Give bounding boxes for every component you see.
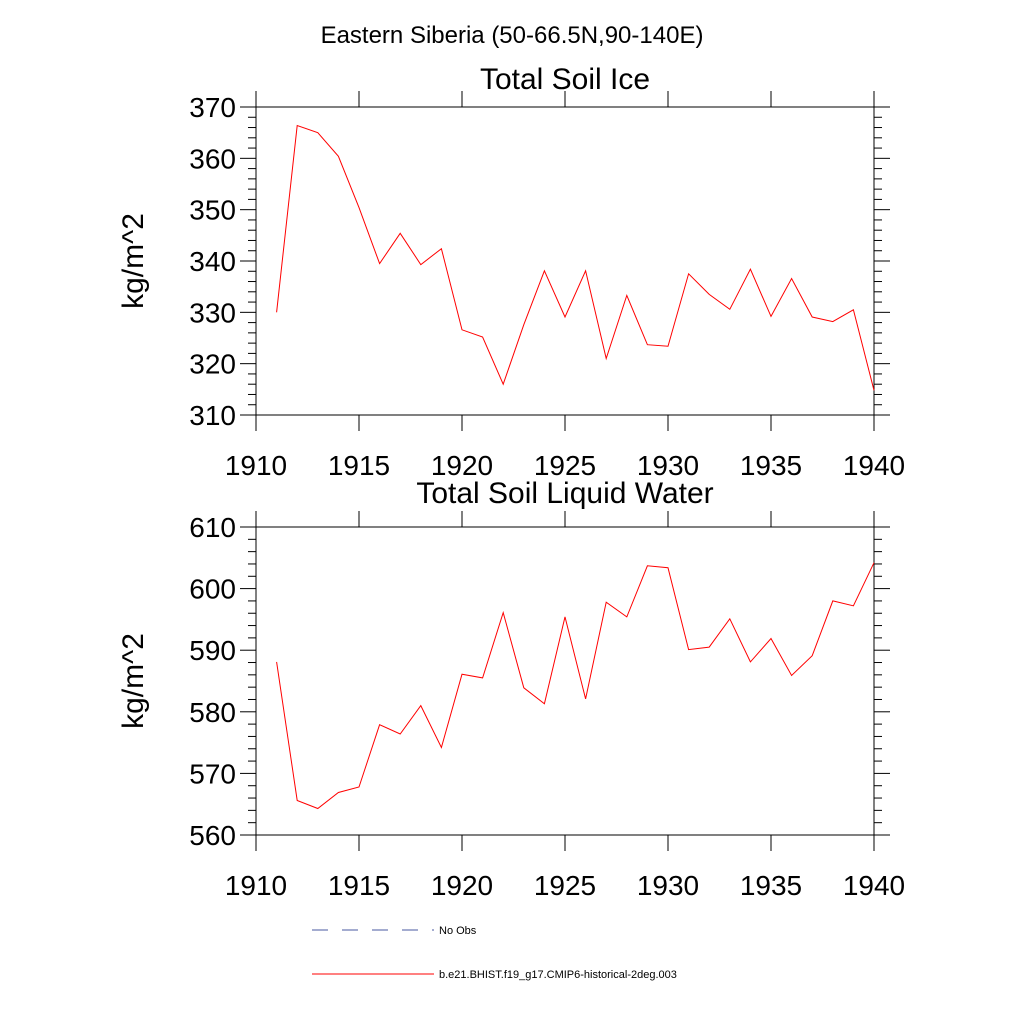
- x-tick-label: 1915: [328, 450, 390, 481]
- y-tick-label: 560: [189, 820, 236, 851]
- y-tick-label: 590: [189, 635, 236, 666]
- plot-frame: [255, 526, 875, 836]
- y-tick-label: 600: [189, 574, 236, 605]
- y-axis-label: kg/m^2: [117, 213, 150, 309]
- x-tick-label: 1910: [225, 870, 287, 901]
- y-tick-label: 570: [189, 758, 236, 789]
- axis-ticks: [240, 511, 890, 851]
- y-tick-label: 580: [189, 697, 236, 728]
- x-tick-label: 1920: [431, 450, 493, 481]
- y-tick-label: 370: [189, 92, 236, 123]
- x-tick-label: 1940: [843, 450, 905, 481]
- y-axis-label: kg/m^2: [117, 633, 150, 729]
- plot-frame: [255, 106, 875, 416]
- y-tick-labels: 560 570 580 590 600 610: [189, 512, 236, 851]
- x-tick-label: 1935: [740, 450, 802, 481]
- y-tick-label: 310: [189, 400, 236, 431]
- x-tick-labels: 1910 1915 1920 1925 1930 1935 1940: [225, 870, 905, 901]
- x-tick-label: 1915: [328, 870, 390, 901]
- x-tick-label: 1925: [534, 870, 596, 901]
- y-tick-label: 320: [189, 349, 236, 380]
- y-tick-label: 350: [189, 195, 236, 226]
- series-line: [276, 124, 875, 391]
- series-lines: [276, 562, 875, 810]
- figure-title: Eastern Siberia (50-66.5N,90-140E): [321, 22, 704, 49]
- y-tick-label: 360: [189, 143, 236, 174]
- legend-label-model: b.e21.BHIST.f19_g17.CMIP6-historical-2de…: [439, 969, 677, 981]
- series-line: [276, 562, 875, 810]
- axis-ticks: [240, 91, 890, 431]
- y-tick-label: 610: [189, 512, 236, 543]
- x-tick-label: 1930: [637, 870, 699, 901]
- x-tick-label: 1920: [431, 870, 493, 901]
- legend-label-no-obs: No Obs: [439, 925, 477, 937]
- x-tick-labels: 1910 1915 1920 1925 1930 1935 1940: [225, 450, 905, 481]
- x-tick-label: 1925: [534, 450, 596, 481]
- legend: No Obs b.e21.BHIST.f19_g17.CMIP6-histori…: [312, 925, 677, 981]
- chart-title: Total Soil Ice: [480, 63, 650, 96]
- y-tick-label: 340: [189, 246, 236, 277]
- series-lines: [276, 124, 875, 391]
- chart-title: Total Soil Liquid Water: [416, 477, 713, 510]
- y-tick-label: 330: [189, 297, 236, 328]
- y-tick-labels: 310 320 330 340 350 360 370: [189, 92, 236, 431]
- x-tick-label: 1935: [740, 870, 802, 901]
- x-tick-label: 1940: [843, 870, 905, 901]
- x-tick-label: 1930: [637, 450, 699, 481]
- panel-total-soil-ice: Total Soil Ice kg/m^2 310 320 330 340 350 360…: [117, 63, 905, 481]
- x-tick-label: 1910: [225, 450, 287, 481]
- panel-total-soil-liquid-water: Total Soil Liquid Water kg/m^2 560 570 580…: [117, 477, 905, 901]
